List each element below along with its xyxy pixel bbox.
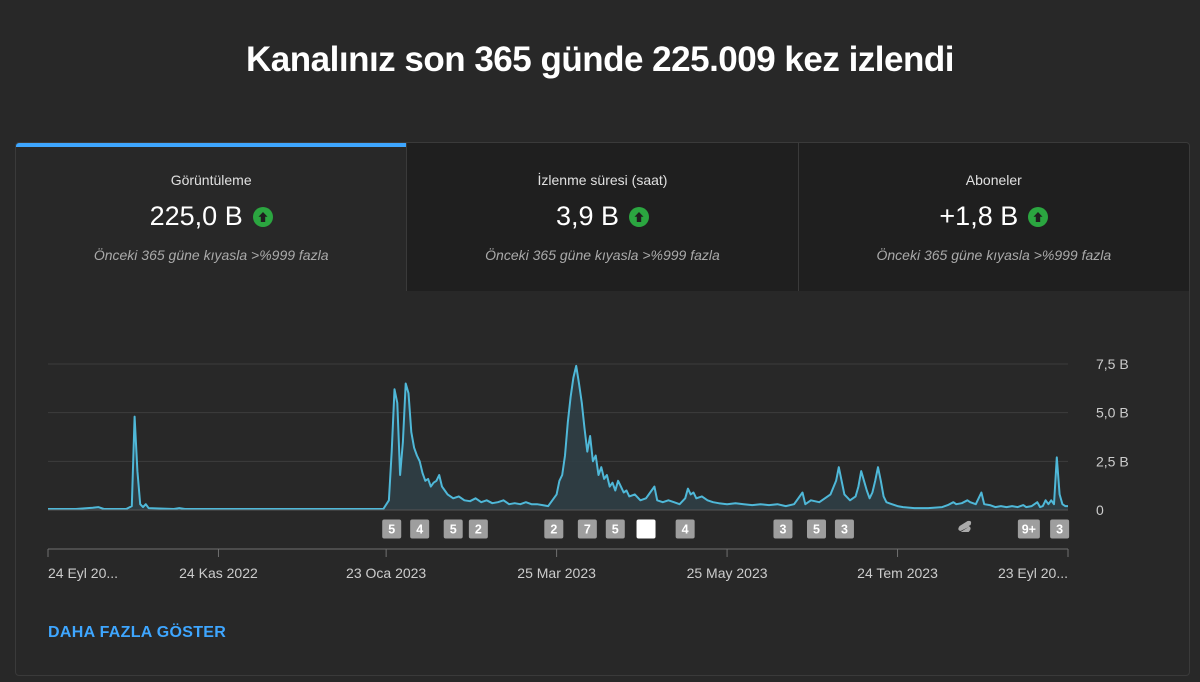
shorts-icon [958, 520, 972, 532]
tab-subscribers-compare: Önceki 365 güne kıyasla >%999 fazla [876, 247, 1112, 263]
y-tick-label: 7,5 B [1096, 356, 1129, 372]
show-more-button[interactable]: DAHA FAZLA GÖSTER [48, 624, 227, 641]
upload-marker-label: 2 [475, 523, 482, 537]
upload-marker-label: 3 [779, 523, 786, 537]
x-tick-label: 24 Tem 2023 [857, 565, 938, 581]
arrow-up-icon [629, 206, 650, 227]
upload-marker-label: 3 [841, 523, 848, 537]
upload-marker [605, 519, 625, 539]
upload-marker-label: 3 [1056, 523, 1063, 537]
upload-marker [1050, 519, 1070, 539]
x-tick-label: 23 Eyl 20... [998, 565, 1068, 581]
analytics-card: Görüntüleme 225,0 B Önceki 365 güne kıya… [15, 142, 1190, 676]
upload-marker-label: 4 [682, 523, 689, 537]
upload-marker [544, 519, 564, 539]
tab-subscribers[interactable]: Aboneler +1,8 B Önceki 365 güne kıyasla … [797, 143, 1189, 291]
upload-marker-label: 7 [584, 523, 591, 537]
upload-marker-label: 5 [388, 523, 395, 537]
upload-marker-label: 4 [416, 523, 423, 537]
x-tick-label: 24 Eyl 20... [48, 565, 118, 581]
tab-views-compare: Önceki 365 güne kıyasla >%999 fazla [93, 247, 329, 263]
upload-marker-label: 5 [612, 523, 619, 537]
upload-marker-label: 9+ [1022, 523, 1036, 537]
upload-marker [834, 519, 854, 539]
upload-marker [806, 519, 826, 539]
x-tick-label: 25 Mar 2023 [517, 565, 596, 581]
upload-marker [675, 519, 695, 539]
upload-marker [773, 519, 793, 539]
arrow-up-icon [252, 206, 273, 227]
upload-marker-label: 5 [813, 523, 820, 537]
arrow-up-icon [1028, 206, 1049, 227]
metric-tabs: Görüntüleme 225,0 B Önceki 365 güne kıya… [16, 143, 1189, 291]
tab-watch-time-compare: Önceki 365 güne kıyasla >%999 fazla [485, 247, 720, 263]
x-tick-label: 23 Oca 2023 [346, 565, 426, 581]
views-chart: 7,5 B 5,0 B 2,5 B 0 5 4 5 2 2 7 5 4 3 5 3 9+ 3 24 Eyl 20.… [47, 356, 1129, 581]
upload-marker [382, 519, 402, 539]
upload-marker [410, 519, 430, 539]
upload-marker [636, 519, 656, 539]
y-tick-label: 5,0 B [1096, 405, 1129, 421]
tab-watch-time-value: 3,9 B [555, 201, 620, 231]
page-title: Kanalınız son 365 günde 225.009 kez izle… [246, 40, 954, 79]
tab-watch-time[interactable]: İzlenme süresi (saat) 3,9 B Önceki 365 g… [406, 143, 798, 291]
upload-marker-label: 5 [450, 523, 457, 537]
tab-views[interactable]: Görüntüleme 225,0 B Önceki 365 güne kıya… [16, 143, 407, 291]
upload-marker [1017, 519, 1040, 539]
x-tick-label: 25 May 2023 [687, 565, 768, 581]
tab-views-value: 225,0 B [149, 201, 243, 231]
upload-marker [468, 519, 488, 539]
upload-marker [577, 519, 597, 539]
tab-watch-time-label: İzlenme süresi (saat) [537, 172, 668, 188]
x-tick-label: 24 Kas 2022 [179, 565, 258, 581]
views-line [48, 364, 1068, 510]
y-tick-label: 2,5 B [1096, 453, 1129, 469]
tab-views-label: Görüntüleme [170, 172, 252, 188]
tab-subscribers-label: Aboneler [965, 172, 1022, 188]
upload-marker [443, 519, 463, 539]
y-tick-label: 0 [1096, 502, 1104, 518]
upload-marker-label: 2 [550, 523, 557, 537]
tab-subscribers-value: +1,8 B [939, 201, 1019, 231]
